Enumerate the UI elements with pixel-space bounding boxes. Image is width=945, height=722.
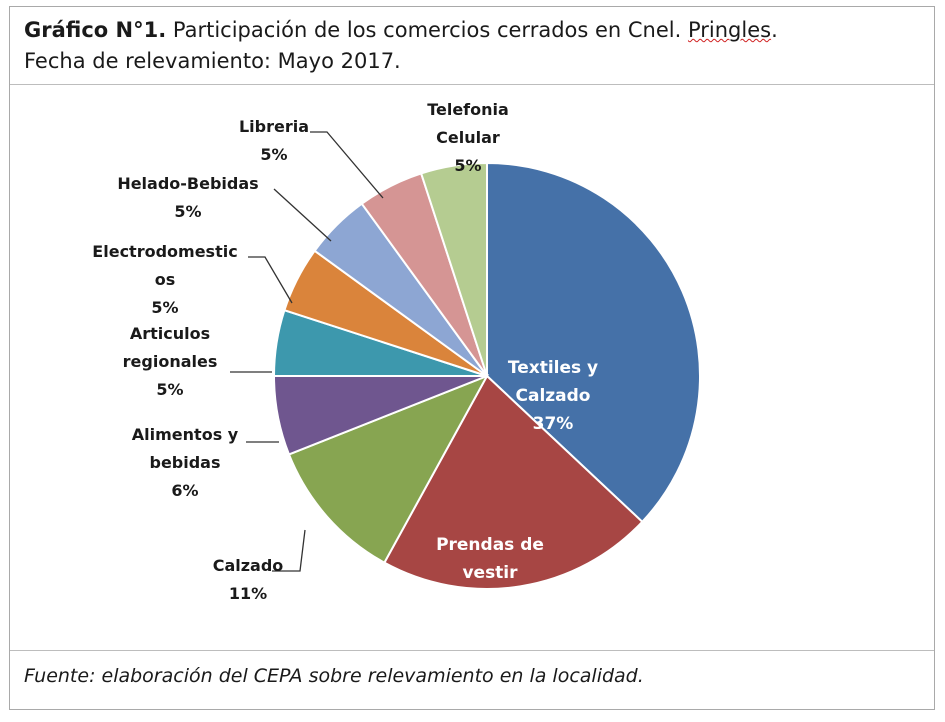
leader-line-electrodomesticos <box>248 256 293 304</box>
chart-title: Gráfico N°1. Participación de los comerc… <box>24 15 920 46</box>
data-label-text-telefonia-celular: Celular <box>436 128 500 147</box>
data-label-text-alimentos-y-bebidas: Alimentos y <box>132 425 239 444</box>
data-label-text-libreria: Libreria <box>239 117 309 136</box>
data-label-text-electrodomesticos: Electrodomestic <box>92 242 237 261</box>
data-label-value-electrodomesticos: 5% <box>151 298 178 317</box>
data-label-text-alimentos-y-bebidas: bebidas <box>149 453 220 472</box>
title-end: . <box>771 18 778 42</box>
leader-line-libreria <box>310 131 384 199</box>
chart-area: Textiles y Calzado 37% Prendas de vestir 21% C… <box>10 85 934 650</box>
source-note: Fuente: elaboración del CEPA sobre relev… <box>24 665 644 687</box>
figure-header: Gráfico N°1. Participación de los comerc… <box>10 7 934 85</box>
leader-line-calzado <box>272 529 306 572</box>
data-label-value-textiles-y-calzado: 37% <box>533 414 574 434</box>
data-label-text-articulos-regionales: regionales <box>123 352 218 371</box>
data-label-value-libreria: 5% <box>260 145 287 164</box>
chart-subtitle: Fecha de relevamiento: Mayo 2017. <box>24 49 401 73</box>
pie-labels: Textiles y Calzado 37% Prendas de vestir 21% C… <box>92 100 598 611</box>
pie-slice-textiles-y-calzado <box>486 161 701 524</box>
data-label-value-calzado: 11% <box>229 584 267 603</box>
data-label-value-telefonia-celular: 5% <box>454 156 481 175</box>
data-label-text-articulos-regionales: Articulos <box>130 324 210 343</box>
data-label-text-textiles-y-calzado: Calzado <box>516 386 591 406</box>
data-label-value-alimentos-y-bebidas: 6% <box>171 481 198 500</box>
figure-frame: Gráfico N°1. Participación de los comerc… <box>9 6 935 710</box>
data-label-value-prendas-de-vestir: 21% <box>470 591 511 611</box>
data-label-text-telefonia-celular: Telefonia <box>427 100 509 119</box>
title-bold: Gráfico N°1. <box>24 18 167 42</box>
data-label-text-calzado: Calzado <box>213 556 284 575</box>
data-label-text-electrodomesticos: os <box>155 270 176 289</box>
data-label-text-textiles-y-calzado: Textiles y <box>508 358 598 378</box>
data-label-text-prendas-de-vestir: Prendas de <box>436 535 544 555</box>
pie-chart: Textiles y Calzado 37% Prendas de vestir 21% C… <box>92 100 701 611</box>
title-flagged-word: Pringles <box>687 18 772 42</box>
leader-line-helado-bebidas <box>273 188 332 242</box>
figure-source: Fuente: elaboración del CEPA sobre relev… <box>10 650 934 711</box>
pie-slices <box>272 161 701 590</box>
pie-slice-telefonia-celular <box>419 161 488 377</box>
data-label-text-prendas-de-vestir: vestir <box>462 563 518 583</box>
pie-slice-calzado <box>287 374 490 565</box>
pie-slice-prendas-de-vestir <box>383 374 644 590</box>
data-label-value-helado-bebidas: 5% <box>174 202 201 221</box>
title-text: Participación de los comercios cerrados … <box>166 18 688 42</box>
data-label-text-helado-bebidas: Helado-Bebidas <box>117 174 258 193</box>
data-label-value-articulos-regionales: 5% <box>156 380 183 399</box>
